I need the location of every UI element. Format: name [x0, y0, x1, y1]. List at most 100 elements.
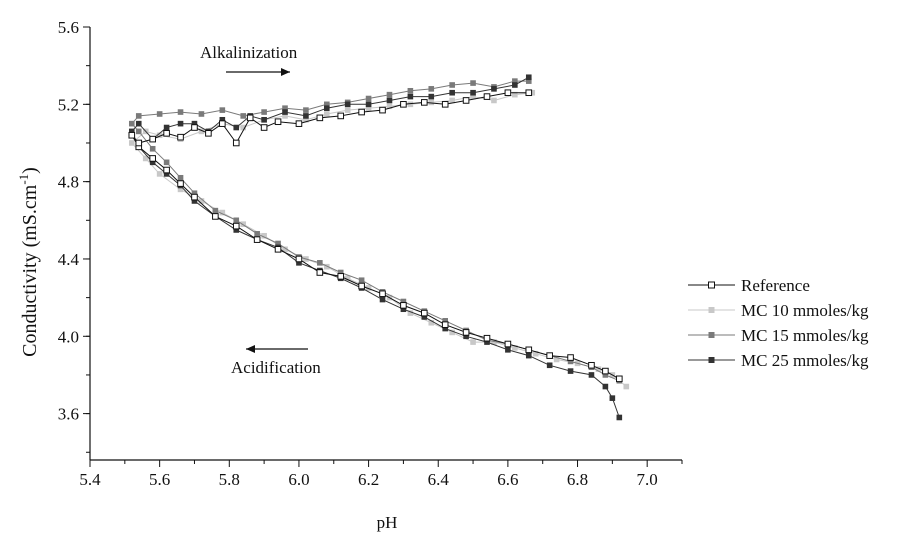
y-axis-label-close: )	[19, 167, 41, 174]
data-point	[317, 260, 323, 266]
data-point	[177, 186, 184, 193]
data-point	[149, 145, 156, 152]
data-point	[407, 101, 414, 108]
data-point	[282, 109, 288, 115]
data-point	[282, 105, 288, 111]
data-point	[198, 111, 205, 117]
data-point	[128, 120, 135, 127]
data-point	[379, 106, 386, 114]
data-point	[128, 140, 135, 146]
data-point	[253, 236, 261, 243]
legend-label: MC 25 mmoles/kg	[741, 351, 869, 370]
data-point	[191, 120, 198, 127]
data-point	[324, 111, 330, 117]
data-point	[198, 198, 205, 204]
data-point	[491, 97, 497, 104]
data-point	[191, 190, 198, 197]
data-point	[623, 383, 630, 390]
data-point	[296, 260, 302, 266]
data-point	[135, 128, 142, 135]
annotation-acidification-text: Acidification	[231, 358, 321, 377]
data-point	[463, 333, 469, 340]
data-point	[428, 86, 435, 92]
data-point	[240, 221, 247, 227]
axes	[89, 27, 682, 461]
data-point	[491, 339, 497, 345]
series-layer	[128, 74, 630, 421]
arrow-left-head-icon	[246, 345, 255, 353]
data-point	[233, 227, 240, 233]
data-point	[246, 114, 254, 122]
data-point	[344, 275, 351, 282]
data-point	[567, 358, 574, 365]
data-point	[358, 277, 365, 284]
data-point	[233, 124, 240, 131]
data-point	[512, 345, 518, 351]
y-axis-label-main: Conductivity (mS.cm	[19, 184, 41, 357]
data-point	[232, 222, 240, 230]
series-line	[131, 76, 620, 418]
data-point	[428, 93, 435, 100]
data-point	[491, 86, 497, 92]
data-point	[449, 97, 455, 104]
data-point	[212, 213, 219, 220]
data-point	[358, 282, 365, 290]
data-point	[470, 339, 476, 345]
data-point	[421, 99, 428, 106]
data-point	[588, 372, 595, 378]
legend-label: MC 15 mmoles/kg	[741, 326, 869, 345]
data-point	[525, 346, 533, 354]
data-point	[156, 171, 163, 177]
data-point	[303, 107, 309, 113]
data-point	[441, 321, 449, 328]
legend-marker	[708, 307, 715, 313]
tick-marks: 5.4 5.6 5.8 6.0 6.2 6.4 6.6 6.8 7.0 3.6 4.0 4.4 4.8 5…	[58, 18, 683, 489]
y-tick-label: 3.6	[58, 405, 79, 424]
data-point	[163, 166, 170, 174]
legend-marker	[708, 281, 715, 289]
data-point	[324, 101, 330, 108]
data-point	[128, 131, 136, 139]
data-point	[365, 285, 372, 291]
data-point	[337, 269, 344, 276]
x-tick-label: 6.0	[288, 470, 309, 489]
data-point	[135, 113, 142, 119]
data-point	[442, 318, 448, 324]
x-tick-label: 5.6	[149, 470, 170, 489]
data-point	[470, 93, 476, 100]
data-point	[546, 362, 553, 369]
data-point	[282, 246, 288, 253]
data-point	[525, 78, 532, 84]
data-point	[407, 310, 414, 316]
series-1	[128, 89, 630, 390]
data-point	[428, 99, 435, 106]
data-point	[128, 128, 135, 135]
data-point	[512, 78, 518, 84]
x-tick-label: 6.8	[567, 470, 588, 489]
data-point	[324, 263, 330, 270]
data-point	[177, 120, 184, 127]
data-point	[449, 82, 455, 88]
x-axis-label: pH	[377, 513, 398, 532]
data-point	[400, 302, 407, 309]
data-point	[529, 89, 536, 96]
y-tick-label: 5.6	[58, 18, 79, 37]
data-point	[616, 375, 623, 383]
annotation-acidification: Acidification	[231, 345, 321, 377]
data-point	[282, 113, 288, 119]
data-point	[163, 171, 170, 177]
data-point	[449, 329, 455, 336]
data-point	[483, 334, 491, 342]
data-point	[261, 109, 267, 115]
data-point	[462, 97, 470, 104]
x-tick-label: 5.4	[79, 470, 101, 489]
y-tick-label: 5.2	[58, 95, 79, 114]
legend-label: Reference	[741, 276, 810, 295]
legend-label: MC 10 mmoles/kg	[741, 301, 869, 320]
data-point	[177, 174, 184, 181]
data-point	[198, 128, 205, 135]
data-point	[316, 269, 324, 276]
data-point	[142, 155, 149, 162]
x-tick-label: 6.4	[428, 470, 450, 489]
